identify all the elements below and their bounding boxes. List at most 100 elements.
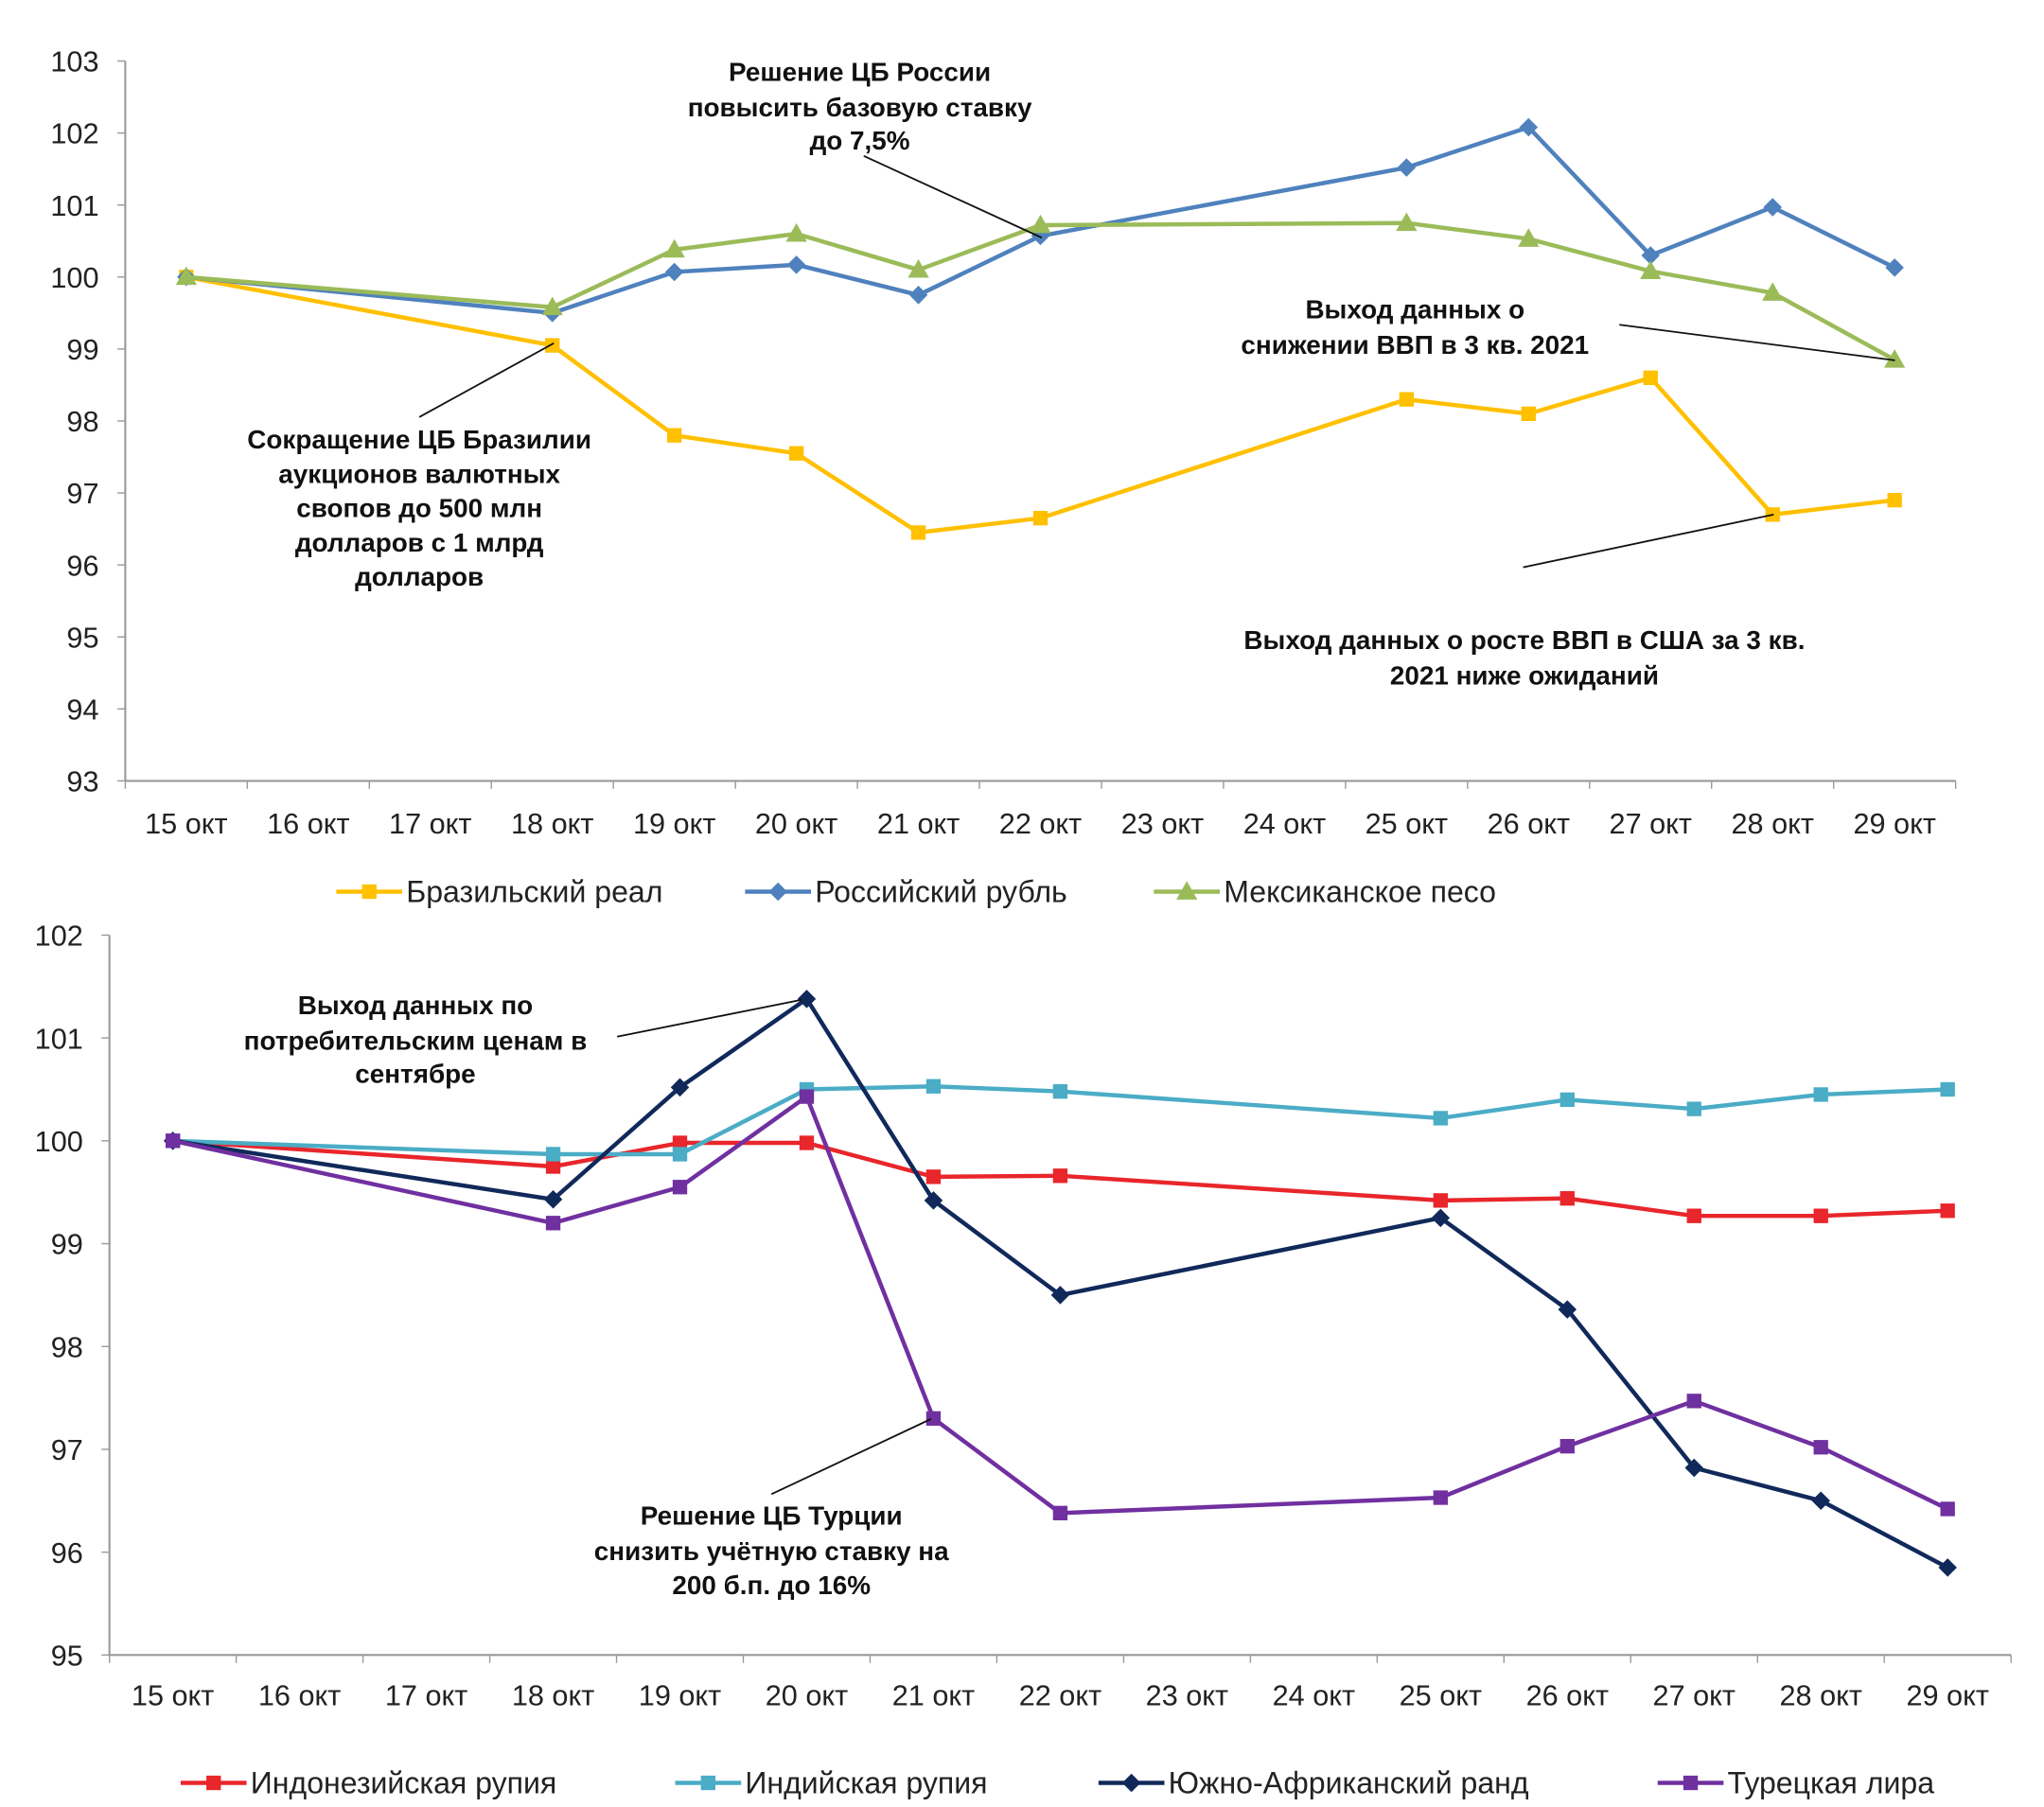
y-tick-label: 99 xyxy=(51,1229,83,1261)
data-point xyxy=(907,259,929,278)
annotation-text: Выход данных о xyxy=(1305,294,1524,324)
legend-marker xyxy=(700,1775,715,1791)
data-point xyxy=(672,1147,688,1162)
data-point xyxy=(1686,1101,1701,1116)
x-tick-label: 18 окт xyxy=(511,808,593,840)
data-point xyxy=(924,1191,943,1210)
data-point xyxy=(925,1079,942,1094)
data-point xyxy=(1940,1501,1955,1517)
legend-label: Бразильский реал xyxy=(406,875,662,909)
data-point xyxy=(1397,158,1417,177)
y-tick-label: 95 xyxy=(66,622,98,654)
annotation-leader-line xyxy=(617,998,802,1038)
annotation-text: Решение ЦБ России xyxy=(729,57,991,86)
data-point xyxy=(1887,492,1902,508)
legend-marker xyxy=(768,882,787,902)
data-point xyxy=(545,1159,561,1174)
x-tick-label: 24 окт xyxy=(1273,1679,1355,1711)
x-tick-label: 27 окт xyxy=(1610,808,1692,840)
annotation: Сокращение ЦБ Бразилии аукционов валютных… xyxy=(247,342,591,591)
annotation: Выход данных по потребительским ценам в се… xyxy=(244,991,802,1089)
legend-label: Российский рубль xyxy=(815,875,1067,909)
x-tick-label: 20 окт xyxy=(755,808,837,840)
annotation-text: свопов до 500 млн xyxy=(296,494,542,523)
annotation-leader-line xyxy=(770,1418,932,1496)
data-point xyxy=(1940,1203,1955,1219)
data-point xyxy=(545,338,560,353)
data-point xyxy=(1052,1083,1068,1099)
x-tick-label: 26 окт xyxy=(1488,808,1570,840)
data-point xyxy=(165,1133,181,1149)
annotation-leader-line xyxy=(863,155,1043,239)
x-tick-label: 25 окт xyxy=(1400,1679,1482,1711)
x-tick-label: 16 окт xyxy=(258,1679,341,1711)
y-tick-label: 97 xyxy=(66,478,98,510)
annotation-leader-line xyxy=(1619,324,1895,361)
data-point xyxy=(925,1169,942,1184)
legend-marker xyxy=(1683,1775,1699,1791)
series-2 xyxy=(165,1079,1955,1162)
annotation-leader-line xyxy=(418,342,555,418)
y-tick-label: 94 xyxy=(66,693,98,726)
annotation-text: потребительским ценам в xyxy=(244,1026,588,1056)
x-tick-label: 17 окт xyxy=(389,808,471,840)
data-point xyxy=(788,446,804,461)
annotation-leader-line xyxy=(1523,514,1774,569)
chart-1: 93 94 95 96 97 98 99 100 101 102 103 15 окт 16 окт 17… xyxy=(50,46,1957,909)
y-tick-label: 102 xyxy=(50,118,98,150)
data-point xyxy=(1032,511,1048,526)
x-tick-label: 19 окт xyxy=(633,808,715,840)
data-point xyxy=(545,1147,561,1162)
legend-marker xyxy=(1176,881,1198,900)
data-point xyxy=(785,222,807,242)
legend-label: Индонезийская рупия xyxy=(251,1766,556,1800)
data-point xyxy=(1811,1491,1830,1511)
legend-item: Южно-Африканский ранд xyxy=(1098,1766,1529,1800)
legend-label: Южно-Африканский ранд xyxy=(1169,1766,1529,1800)
annotation-text: Решение ЦБ Турции xyxy=(641,1500,903,1530)
data-point xyxy=(1813,1087,1828,1102)
data-point xyxy=(797,990,817,1009)
legend-label: Турецкая лира xyxy=(1728,1766,1935,1800)
legend-item: Индийская рупия xyxy=(675,1766,988,1800)
x-tick-label: 15 окт xyxy=(145,808,227,840)
x-tick-label: 21 окт xyxy=(892,1679,975,1711)
data-point xyxy=(175,266,198,286)
annotation-text: Сокращение ЦБ Бразилии xyxy=(247,425,591,454)
data-point xyxy=(664,262,684,282)
annotation-text: 200 б.п. до 16% xyxy=(672,1570,871,1600)
annotation-text: Выход данных по xyxy=(298,991,534,1020)
legend-label: Мексиканское песо xyxy=(1224,875,1496,909)
y-tick-label: 103 xyxy=(50,46,98,79)
y-tick-label: 98 xyxy=(51,1331,83,1363)
y-tick-label: 96 xyxy=(66,550,98,582)
data-point xyxy=(1518,228,1540,247)
x-tick-label: 29 окт xyxy=(1906,1679,1988,1711)
y-tick-label: 96 xyxy=(51,1537,83,1570)
data-point xyxy=(799,1135,815,1150)
legend-item: Бразильский реал xyxy=(336,875,662,909)
legend-item: Российский рубль xyxy=(745,875,1067,909)
x-tick-label: 23 окт xyxy=(1146,1679,1228,1711)
data-point xyxy=(1884,349,1906,368)
x-tick-label: 19 окт xyxy=(639,1679,721,1711)
annotation-text: сентябре xyxy=(355,1060,475,1089)
annotation-text: снизить учётную ставку на xyxy=(594,1536,949,1566)
data-point xyxy=(910,525,926,540)
chart-2: 95 96 97 98 99 100 101 102 15 окт 16 окт 17 окт 18 … xyxy=(35,921,2012,1800)
legend-label: Индийская рупия xyxy=(745,1766,987,1800)
y-tick-label: 102 xyxy=(35,921,83,953)
x-tick-label: 16 окт xyxy=(267,808,349,840)
x-tick-label: 23 окт xyxy=(1121,808,1204,840)
y-tick-label: 97 xyxy=(51,1434,83,1466)
data-point xyxy=(672,1180,688,1195)
legend-marker xyxy=(1121,1773,1141,1793)
data-point xyxy=(545,1216,561,1231)
x-tick-label: 25 окт xyxy=(1366,808,1448,840)
x-tick-label: 18 окт xyxy=(512,1679,594,1711)
legend-item: Турецкая лира xyxy=(1657,1766,1935,1800)
data-point xyxy=(1813,1208,1828,1223)
annotation: Выход данных о снижении ВВП в 3 кв. 2021 xyxy=(1241,294,1895,361)
data-point xyxy=(1052,1168,1068,1184)
series-4 xyxy=(165,1089,1955,1520)
